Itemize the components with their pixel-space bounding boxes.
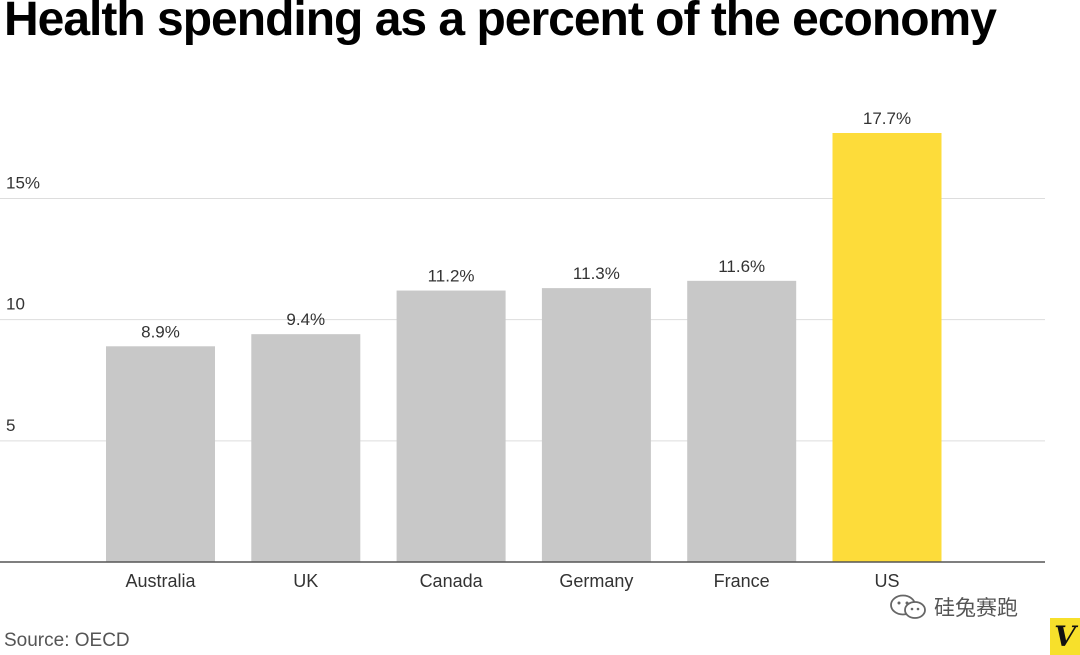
bar-australia xyxy=(106,346,215,562)
category-label-canada: Canada xyxy=(420,571,484,591)
category-label-france: France xyxy=(714,571,770,591)
y-tick-label: 10 xyxy=(6,295,25,314)
bar-france xyxy=(687,280,797,562)
v-logo: V xyxy=(1050,618,1080,655)
y-tick-label: 15% xyxy=(6,173,40,192)
bar-us xyxy=(832,133,942,562)
source-note: Source: OECD xyxy=(4,630,130,651)
watermark: 硅兔赛跑 xyxy=(888,592,1018,622)
data-label-us: 17.7% xyxy=(863,109,911,128)
x-axis-categories: Australia UK Canada Germany France US xyxy=(125,571,899,591)
category-label-us: US xyxy=(874,571,899,591)
data-label-germany: 11.3% xyxy=(573,264,620,283)
wechat-icon xyxy=(890,594,926,619)
category-label-uk: UK xyxy=(293,571,318,591)
bars xyxy=(106,133,942,562)
data-label-canada: 11.2% xyxy=(428,267,475,286)
y-tick-label: 5 xyxy=(6,416,15,435)
data-label-france: 11.6% xyxy=(718,257,765,276)
bar-uk xyxy=(251,334,361,562)
category-label-germany: Germany xyxy=(559,571,633,591)
bar-canada xyxy=(396,290,506,562)
chart-title: Health spending as a percent of the econ… xyxy=(4,0,997,46)
data-labels: 8.9% 9.4% 11.2% 11.3% 11.6% 17.7% xyxy=(141,109,911,341)
data-label-uk: 9.4% xyxy=(286,310,325,329)
bar-germany xyxy=(541,288,651,562)
y-axis-ticks: 5 10 15% xyxy=(6,173,40,434)
category-label-australia: Australia xyxy=(125,571,196,591)
data-label-australia: 8.9% xyxy=(141,322,180,341)
watermark-text: 硅兔赛跑 xyxy=(934,596,1018,620)
